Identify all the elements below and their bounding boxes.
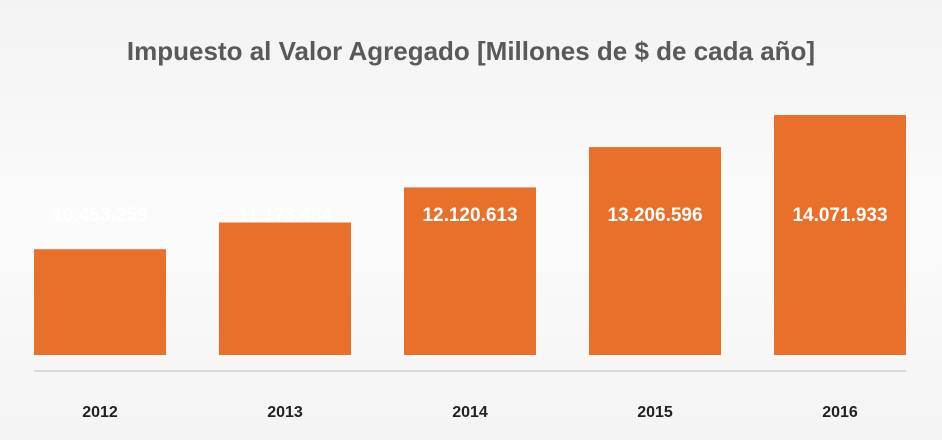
data-label-2014: 12.120.613 [422, 205, 517, 226]
bar-2012 [34, 249, 166, 355]
x-tick-label-2016: 2016 [822, 404, 858, 421]
data-label-2016: 14.071.933 [792, 205, 887, 226]
x-tick-label-2013: 2013 [267, 404, 303, 421]
bars-group: 10.453.259 11.173.484 12.120.613 13.206.596… [34, 115, 906, 355]
chart-title: Impuesto al Valor Agregado [Millones de … [126, 36, 816, 66]
bar-2015 [589, 147, 721, 355]
bar-2014 [404, 187, 536, 355]
tick-labels-group: 2012 2013 2014 2015 2016 [82, 404, 858, 421]
data-label-2015: 13.206.596 [607, 205, 702, 226]
data-label-2013: 11.173.484 [238, 205, 332, 226]
data-label-2012: 10.453.259 [52, 205, 147, 226]
bar-2013 [219, 222, 351, 355]
x-tick-label-2015: 2015 [637, 404, 673, 421]
bar-2016 [774, 115, 906, 355]
x-tick-label-2012: 2012 [82, 404, 118, 421]
x-tick-label-2014: 2014 [452, 404, 488, 421]
